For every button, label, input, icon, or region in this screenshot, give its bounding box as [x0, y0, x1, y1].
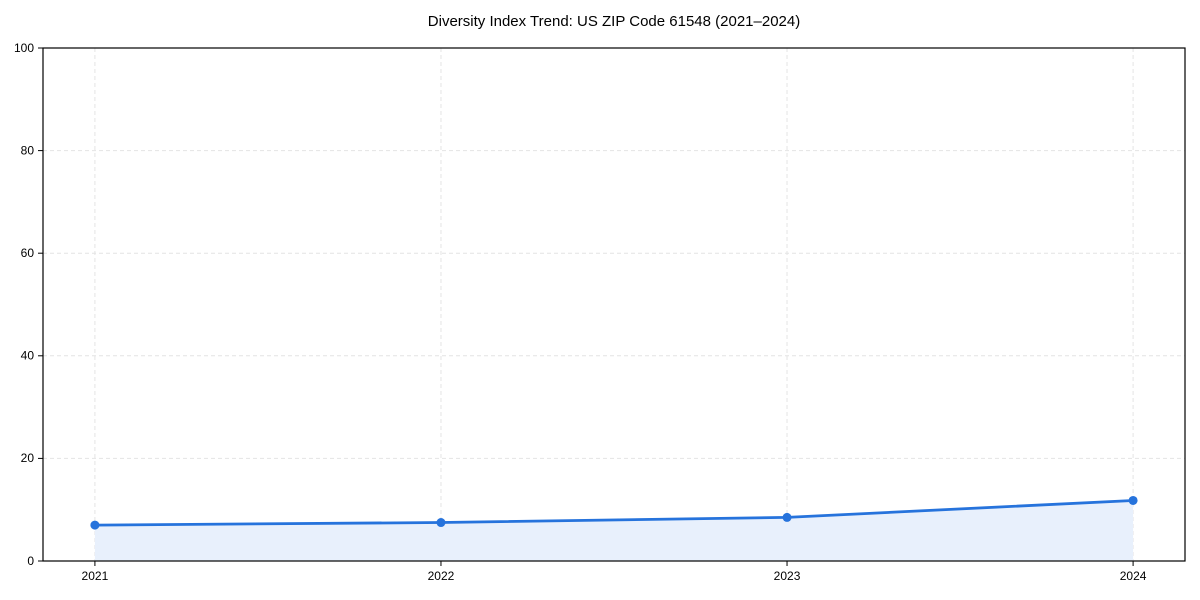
area-fill — [94, 500, 1134, 561]
x-tick-label: 2022 — [428, 569, 455, 583]
data-point-marker — [436, 518, 446, 528]
y-tick-label: 40 — [21, 349, 35, 363]
y-tick-label: 80 — [21, 143, 35, 157]
x-tick-label: 2021 — [82, 569, 109, 583]
data-point-marker — [90, 520, 100, 530]
plot-area-border — [42, 47, 1186, 562]
y-tick-label: 20 — [21, 451, 35, 465]
chart-title: Diversity Index Trend: US ZIP Code 61548… — [427, 13, 801, 30]
x-tick-label: 2024 — [1120, 569, 1147, 583]
trend-line — [93, 499, 1135, 527]
y-tick-label: 0 — [27, 554, 34, 568]
data-point-marker — [782, 512, 792, 522]
x-tick-label: 2023 — [774, 569, 801, 583]
y-tick-label: 60 — [21, 246, 35, 260]
data-point-marker — [1128, 495, 1138, 505]
y-tick-label: 100 — [14, 41, 34, 55]
